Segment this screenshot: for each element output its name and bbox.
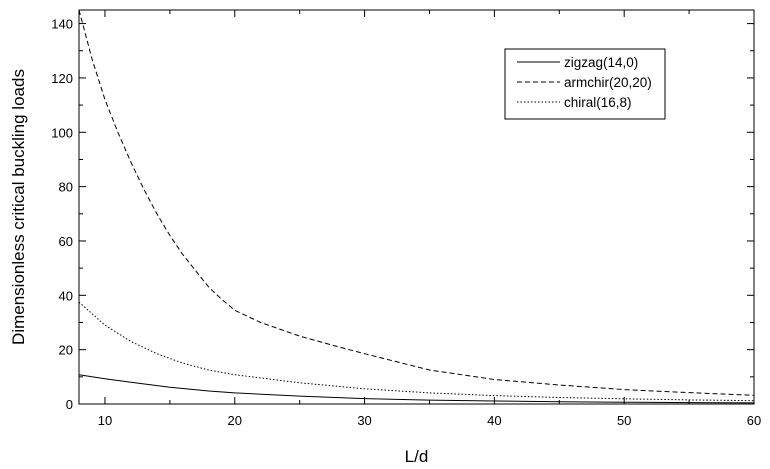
legend-label-2: chiral(16,8) [564,95,632,110]
y-tick-label: 100 [51,125,73,140]
y-axis-title: Dimensionless critical buckling loads [9,69,28,345]
legend-label-0: zigzag(14,0) [564,55,638,70]
y-tick-label: 140 [51,17,73,32]
x-tick-label: 20 [228,413,242,428]
plot-frame [78,9,755,405]
y-tick-label: 60 [59,234,73,249]
x-tick-label: 50 [617,413,631,428]
y-tick-label: 120 [51,71,73,86]
x-tick-label: 60 [747,413,761,428]
x-tick-label: 10 [98,413,112,428]
y-tick-label: 20 [59,343,73,358]
series-line-1 [78,9,755,396]
series-lines [78,9,755,404]
series-line-2 [78,301,755,402]
y-tick-label: 0 [66,397,73,412]
tick-labels: 10 20 30 40 50 60 0 20 40 60 80 100 120 140 [51,17,761,428]
x-axis-title: L/d [405,447,429,466]
series-line-0 [78,374,755,404]
legend: zigzag(14,0) armchir(20,20) chiral(16,8) [504,48,666,120]
legend-box [504,48,666,120]
legend-label-1: armchir(20,20) [564,75,652,90]
y-tick-label: 80 [59,180,73,195]
x-tick-label: 30 [357,413,371,428]
x-tick-label: 40 [487,413,501,428]
y-tick-label: 40 [59,288,73,303]
